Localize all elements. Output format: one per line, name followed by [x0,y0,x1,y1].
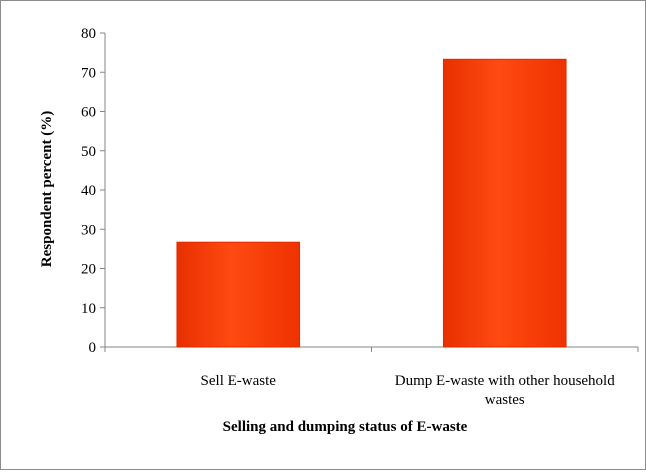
bar [176,241,301,348]
y-tick-label: 70 [81,65,96,81]
y-tick-label: 10 [81,301,96,317]
y-tick-label: 30 [81,222,96,238]
y-axis-ticks: 0 10 20 30 40 50 60 70 80 [81,26,105,356]
y-tick-label: 0 [89,340,97,356]
x-tick-label: Sell E-waste [201,373,277,389]
x-tick-label: wastes [485,392,525,408]
y-axis-label: Respondent percent (%) [39,111,55,267]
x-axis-tick-labels: Sell E-waste Dump E-waste with other hous… [201,373,616,408]
y-tick-label: 80 [81,26,96,42]
x-tick-label: Dump E-waste with other household [395,373,615,389]
x-axis-label: Selling and dumping status of E-waste [223,419,468,435]
bars [176,58,567,348]
bar [442,58,567,348]
y-tick-label: 60 [81,105,96,121]
y-tick-label: 40 [81,183,96,199]
y-tick-label: 50 [81,144,96,160]
y-tick-label: 20 [81,262,96,278]
